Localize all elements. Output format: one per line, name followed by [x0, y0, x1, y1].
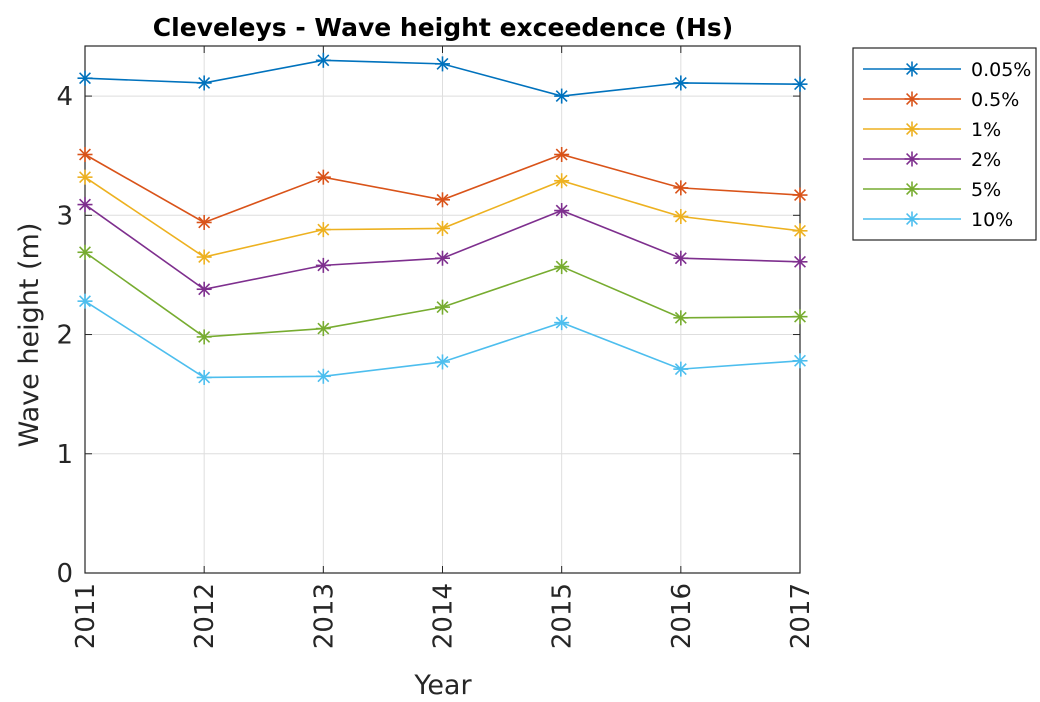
data-point	[77, 70, 93, 86]
data-point	[554, 88, 570, 104]
data-point	[77, 197, 93, 213]
data-point	[315, 222, 331, 238]
series-4	[77, 244, 808, 345]
axes-layer: 2011 2012 2013 2014 2015 2016 2017 0 1 2 3 4	[56, 45, 816, 649]
data-point	[435, 354, 450, 370]
legend: 0.05% 0.5% 1% 2% 5% 10%	[852, 47, 1037, 241]
x-axis-label: Year	[413, 670, 472, 701]
legend-label: 5%	[971, 179, 1001, 201]
legend-marker	[904, 151, 920, 167]
legend-box	[852, 47, 1037, 241]
data-point	[196, 75, 212, 91]
chart-title: Cleveleys - Wave height exceedence (Hs)	[153, 13, 733, 42]
data-point	[315, 257, 331, 273]
y-axis-label: Wave height (m)	[14, 223, 45, 448]
series-3	[77, 197, 808, 297]
data-point	[673, 250, 689, 266]
legend-label: 2%	[971, 149, 1001, 171]
legend-label: 1%	[971, 119, 1001, 141]
data-point	[673, 180, 689, 196]
y-tick-label: 2	[56, 321, 73, 351]
y-tick-label: 4	[56, 82, 73, 112]
data-point	[77, 293, 93, 309]
legend-marker	[904, 121, 920, 137]
legend-item: 5%	[863, 179, 1001, 201]
data-point	[435, 192, 450, 208]
series-5	[77, 293, 808, 385]
x-tick-label: 2015	[548, 583, 578, 649]
data-point	[315, 52, 331, 68]
data-point	[554, 315, 570, 331]
data-point	[196, 249, 212, 265]
series-0	[77, 52, 808, 104]
data-point	[196, 329, 212, 345]
legend-item: 1%	[863, 119, 1001, 141]
data-point	[673, 310, 689, 326]
data-point	[554, 259, 570, 275]
data-point	[554, 147, 570, 162]
legend-marker	[904, 181, 920, 197]
data-point	[196, 369, 212, 385]
data-point	[673, 209, 689, 224]
y-tick-label: 1	[56, 440, 73, 470]
data-point	[196, 281, 212, 297]
data-point	[792, 187, 808, 203]
x-tick-label: 2016	[667, 583, 697, 649]
data-point	[315, 321, 331, 337]
series-1	[77, 147, 808, 230]
x-tick-label: 2014	[429, 583, 459, 649]
data-point	[792, 76, 808, 92]
y-tick-label: 0	[56, 559, 73, 589]
data-point	[792, 309, 808, 325]
legend-marker	[904, 61, 920, 77]
x-tick-label: 2012	[190, 583, 220, 649]
x-tick-label: 2011	[71, 583, 101, 649]
data-point	[435, 56, 450, 72]
legend-marker	[904, 91, 920, 107]
data-point	[673, 361, 689, 377]
data-point	[554, 203, 570, 219]
legend-label: 10%	[971, 209, 1013, 231]
data-point	[673, 75, 689, 91]
data-point	[792, 223, 808, 239]
data-point	[435, 220, 450, 236]
legend-item: 0.05%	[863, 59, 1031, 81]
y-tick-label: 3	[56, 201, 73, 231]
data-point	[77, 147, 93, 162]
legend-marker	[904, 211, 920, 227]
legend-item: 0.5%	[863, 89, 1019, 111]
x-tick-label: 2017	[786, 583, 816, 649]
x-tick-label: 2013	[309, 583, 339, 649]
data-point	[554, 173, 570, 189]
data-point	[77, 244, 93, 260]
data-point	[435, 299, 450, 315]
series-layer	[77, 52, 808, 385]
legend-item: 10%	[863, 209, 1013, 231]
data-point	[792, 353, 808, 369]
legend-item: 2%	[863, 149, 1001, 171]
data-point	[315, 169, 331, 185]
data-point	[315, 368, 331, 384]
data-point	[792, 254, 808, 270]
data-point	[435, 250, 450, 266]
legend-label: 0.05%	[971, 59, 1031, 81]
legend-label: 0.5%	[971, 89, 1019, 111]
series-2	[77, 169, 808, 265]
data-point	[77, 169, 93, 185]
data-point	[196, 214, 212, 230]
